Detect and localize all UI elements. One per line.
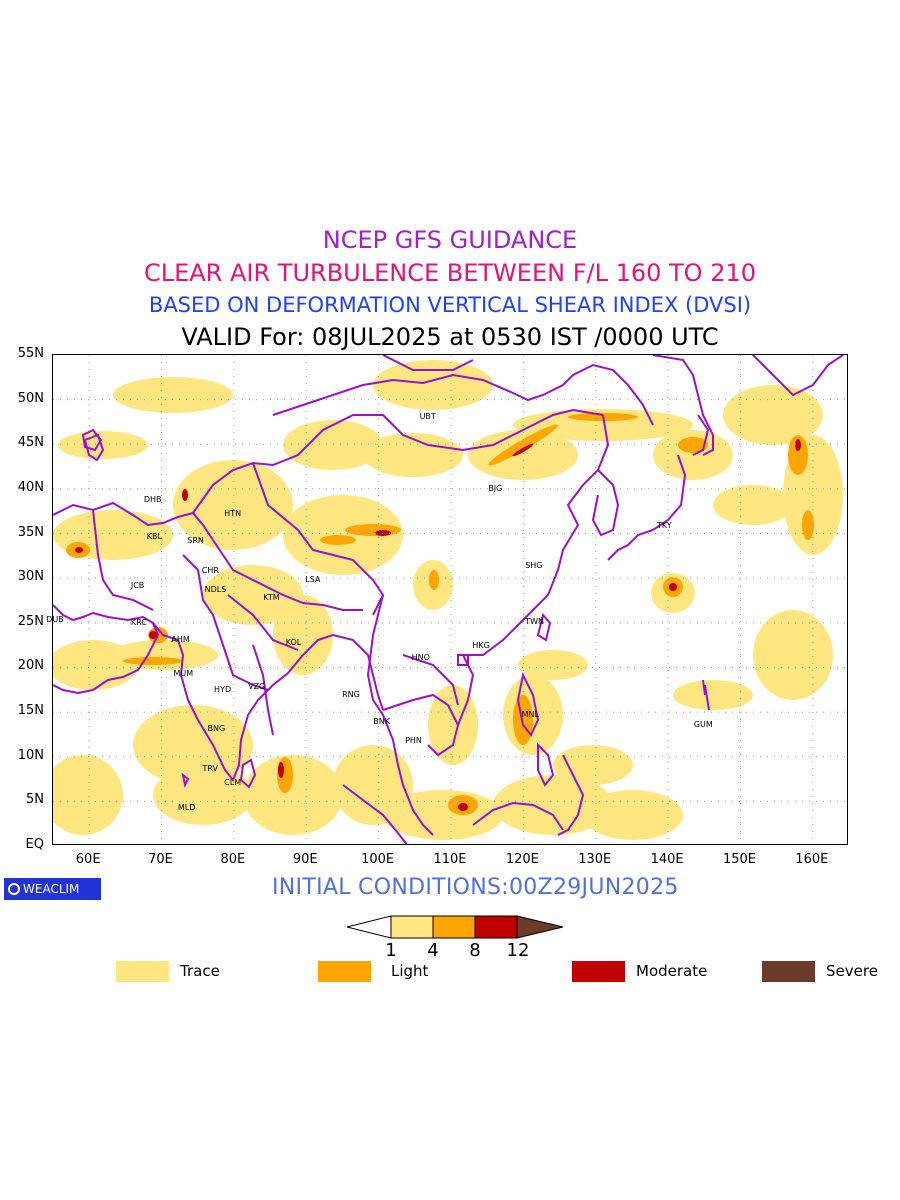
colorbar-segment-trace [390,915,434,939]
colorbar-over-arrow [516,915,564,939]
legend-label-moderate: Moderate [636,962,708,980]
weaclim-logo: WEACLIM [4,878,101,900]
legend-swatch-light [318,961,371,982]
city-label-ahm: AHM [171,634,190,644]
city-label-krc: KRC [130,617,147,627]
city-label-rng: RNG [342,690,360,700]
city-label-trv: TRV [202,764,218,774]
colorbar-label-4: 4 [427,940,439,961]
lat-tick-label: 40N [17,479,44,495]
lat-tick-label: 5N [26,792,44,808]
city-label-hkg: HKG [472,640,490,650]
lat-tick-label: 55N [17,346,44,361]
city-label-tky: TKY [656,521,672,531]
city-label-hno: HNO [411,652,430,662]
lon-tick-label: 150E [722,852,756,867]
city-label-vzg: VZG [248,681,266,691]
colorbar-segment-moderate [474,915,518,939]
city-label-ktm: KTM [263,592,280,602]
title-line-2: CLEAR AIR TURBULENCE BETWEEN F/L 160 TO … [143,259,757,287]
city-label-mld: MLD [177,802,196,812]
city-label-bnk: BNK [373,716,390,726]
city-label-ubt: UBT [419,412,436,422]
city-label-shg: SHG [525,561,543,571]
lon-tick-label: 100E [361,852,395,867]
coastlines-and-borders [53,355,844,844]
colorbar-label-8: 8 [469,940,481,961]
city-label-htn: HTN [224,508,242,518]
colorbar-segment-light [432,915,476,939]
city-label-dub: DUB [46,615,64,625]
logo-text: WEACLIM [23,882,80,896]
city-label-srn: SRN [187,535,204,545]
lat-tick-label: 30N [17,569,44,585]
legend-label-severe: Severe [826,962,878,980]
city-label-bng: BNG [207,723,226,733]
map-canvas [53,355,847,844]
lat-tick-label: EQ [25,837,44,852]
city-label-kol: KOL [285,638,302,648]
lon-tick-label: 160E [795,852,829,867]
city-label-gum: GUM [693,720,713,730]
legend-label-light: Light [391,962,429,980]
legend-swatch-trace [116,961,169,982]
legend-swatch-moderate [572,961,625,982]
lon-tick-label: 90E [292,852,318,867]
lon-tick-label: 60E [75,852,101,867]
legend-swatch-severe [762,961,815,982]
city-label-ndls: NDLS [204,584,227,594]
city-label-phn: PHN [405,736,422,746]
initial-conditions: INITIAL CONDITIONS:00Z29JUN2025 [272,875,679,900]
lon-tick-label: 110E [433,852,467,867]
turbulence-map [52,354,848,845]
city-label-hyd: HYD [214,684,232,694]
lon-tick-label: 140E [650,852,684,867]
valid-time: VALID For: 08JUL2025 at 0530 IST /0000 U… [181,323,719,351]
city-label-clm: CLM [224,778,242,788]
colorbar-under-arrow [346,915,392,939]
city-label-mnl: MNL [521,709,539,719]
city-label-bjg: BJG [488,483,503,493]
colorbar-label-12: 12 [506,940,530,961]
title-line-1: NCEP GFS GUIDANCE [322,226,578,254]
lat-tick-label: 20N [17,658,44,674]
colorbar-label-1: 1 [385,940,397,961]
lon-tick-label: 120E [505,852,539,867]
lon-tick-label: 80E [220,852,246,867]
city-label-twn: TWN [525,616,544,626]
lon-tick-label: 130E [578,852,612,867]
city-label-jcb: JCB [130,581,145,591]
weaclim-logo-icon [8,883,20,895]
legend-label-trace: Trace [180,962,220,980]
city-label-kbl: KBL [146,532,162,541]
city-label-dhb: DHB [143,495,162,505]
lat-tick-label: 15N [17,703,44,719]
lat-tick-label: 35N [17,524,44,540]
lat-tick-label: 50N [17,390,44,406]
city-label-lsa: LSA [305,574,321,584]
title-line-3: BASED ON DEFORMATION VERTICAL SHEAR INDE… [148,293,752,317]
city-label-chr: CHR [201,565,219,575]
lat-tick-label: 10N [17,747,44,763]
lat-tick-label: 45N [17,435,44,451]
turbulence-field [53,360,843,840]
colorbar [346,915,564,939]
city-label-mum: MUM [173,669,194,679]
lat-tick-label: 25N [17,613,44,629]
lon-tick-label: 70E [148,852,173,867]
